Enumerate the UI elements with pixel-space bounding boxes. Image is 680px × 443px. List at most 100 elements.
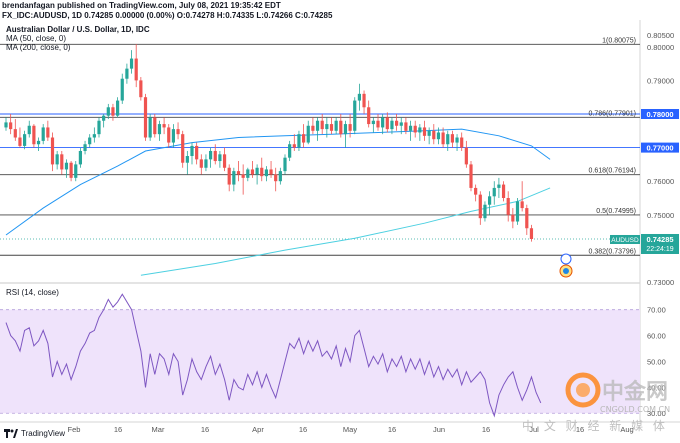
candle-body: [334, 120, 338, 131]
tradingview-brand[interactable]: TradingView: [21, 429, 66, 438]
chart-legend: Australian Dollar / U.S. Dollar, 1D, IDC…: [6, 25, 150, 52]
candle-body: [325, 124, 329, 130]
candle-body: [246, 169, 250, 178]
watermark-url: CNGOLD.COM.CN: [600, 405, 670, 414]
fib-labels: 1(0.80075) 0.786(0.77901) 0.618(0.76194) 0.…: [589, 37, 636, 255]
ma50-line: [5, 128, 551, 236]
candle-body: [157, 124, 162, 135]
watermark-sub: 中 文 财 经 新 媒 体: [522, 418, 668, 433]
current-price-badge[interactable]: [641, 233, 679, 254]
candle-body: [399, 122, 403, 126]
candle-body: [483, 204, 487, 219]
price-tick-label: 0.73000: [647, 278, 674, 287]
time-tick-label: 16: [482, 425, 490, 434]
watermark-cn: 中金网: [602, 379, 668, 405]
candle-body: [427, 130, 431, 136]
candle-body: [446, 134, 450, 145]
candle-body: [395, 120, 399, 126]
rsi-tick-label: 60.00: [647, 332, 666, 341]
candle-body: [348, 124, 352, 131]
candle-body: [529, 228, 534, 239]
candle-body: [520, 201, 524, 209]
rsi-band-fill: [0, 309, 640, 414]
candle-body: [464, 147, 468, 165]
tradingview-logo-icon: [4, 429, 18, 438]
publish-header: brendanfagan published on TradingView.co…: [2, 1, 332, 21]
candle-body: [60, 154, 64, 170]
time-tick-label: 16: [299, 425, 307, 434]
level-price-text: 0.78000: [646, 110, 673, 119]
event-badges[interactable]: [559, 253, 573, 278]
time-tick-label: 16: [201, 425, 209, 434]
candles: [4, 44, 534, 242]
level-price-badge: [641, 109, 679, 119]
candle-body: [469, 164, 473, 188]
candle-body: [302, 134, 306, 143]
candle-body: [32, 125, 36, 145]
candle-body: [78, 150, 82, 165]
candle-body: [250, 169, 255, 175]
rsi-legend[interactable]: RSI (14, close): [6, 288, 59, 297]
rsi-overbought-oversold-band: [0, 309, 640, 414]
candle-body: [148, 117, 152, 138]
candle-body: [92, 134, 96, 138]
candle-body: [501, 184, 506, 198]
candle-body: [64, 162, 69, 170]
ma50-legend[interactable]: MA (50, close, 0): [6, 34, 67, 43]
candle-body: [4, 122, 8, 128]
candle-body: [209, 150, 213, 160]
candle-body: [404, 122, 408, 131]
rsi-tick-label: 40.00: [647, 383, 666, 392]
candle-body: [102, 115, 106, 121]
time-tick-label: Apr: [252, 425, 264, 434]
candle-body: [255, 167, 259, 175]
candle-body: [106, 107, 110, 116]
candle-body: [329, 124, 334, 131]
rsi-tick-label: 50.00: [647, 357, 666, 366]
candle-body: [422, 127, 427, 136]
candle-body: [315, 120, 320, 131]
candle-body: [23, 134, 27, 146]
symbol-ohlc-line: FX_IDC:AUDUSD, 1D 0.74285 0.00000 (0.00%…: [2, 11, 333, 20]
publish-line: brendanfagan published on TradingView.co…: [2, 1, 281, 10]
candle-body: [134, 58, 138, 81]
time-tick-label: 16: [114, 425, 122, 434]
time-tick-label: Jul: [529, 425, 539, 434]
time-tick-label: Jun: [433, 425, 445, 434]
countdown-text: 22:24:19: [646, 246, 673, 253]
candle-body: [385, 117, 389, 130]
candle-body: [339, 120, 343, 135]
candle-body: [269, 169, 273, 175]
candle-body: [274, 174, 278, 182]
fib-label-3: 0.5(0.74995): [596, 208, 636, 215]
candle-body: [320, 120, 324, 130]
candle-body: [213, 150, 217, 162]
time-tick-label: Feb: [68, 425, 81, 434]
candle-body: [450, 134, 454, 143]
symbol-badge-text: AUDUSD: [611, 237, 639, 244]
candle-body: [129, 58, 134, 69]
candle-body: [441, 132, 445, 145]
candle-body: [515, 201, 520, 222]
current-price-text: 0.74285: [646, 235, 673, 244]
candle-body: [74, 164, 78, 178]
rsi-tick-label: 70.00: [647, 306, 666, 315]
candle-body: [497, 184, 501, 188]
candle-body: [264, 169, 268, 177]
rsi-line: [5, 293, 542, 418]
candle-body: [218, 154, 222, 162]
candle-body: [478, 194, 482, 219]
ma200-legend[interactable]: MA (200, close, 0): [6, 43, 71, 52]
price-tick-label: 0.80500: [647, 31, 674, 40]
candle-body: [162, 124, 166, 128]
price-tick-label: 0.75000: [647, 211, 674, 220]
price-tick-label: 0.79000: [647, 76, 674, 85]
time-tick-label: Aug: [620, 425, 633, 434]
symbol-title[interactable]: Australian Dollar / U.S. Dollar, 1D, IDC: [6, 25, 150, 34]
candle-body: [488, 196, 492, 205]
candle-body: [432, 130, 436, 140]
candle-body: [376, 120, 380, 128]
candle-body: [83, 144, 87, 151]
candle-body: [176, 129, 180, 135]
